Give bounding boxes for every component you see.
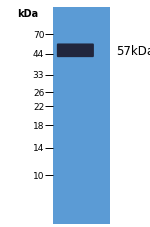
Text: 22: 22 <box>33 102 44 111</box>
Text: kDa: kDa <box>17 9 38 19</box>
Text: 44: 44 <box>33 50 44 59</box>
Text: 26: 26 <box>33 88 44 97</box>
Text: 14: 14 <box>33 143 44 153</box>
Text: 33: 33 <box>33 71 44 80</box>
Bar <box>53 8 110 224</box>
Text: 18: 18 <box>33 121 44 130</box>
FancyBboxPatch shape <box>57 44 94 58</box>
Text: 57kDa: 57kDa <box>116 44 150 58</box>
Text: 10: 10 <box>33 171 44 180</box>
Text: 70: 70 <box>33 31 44 40</box>
